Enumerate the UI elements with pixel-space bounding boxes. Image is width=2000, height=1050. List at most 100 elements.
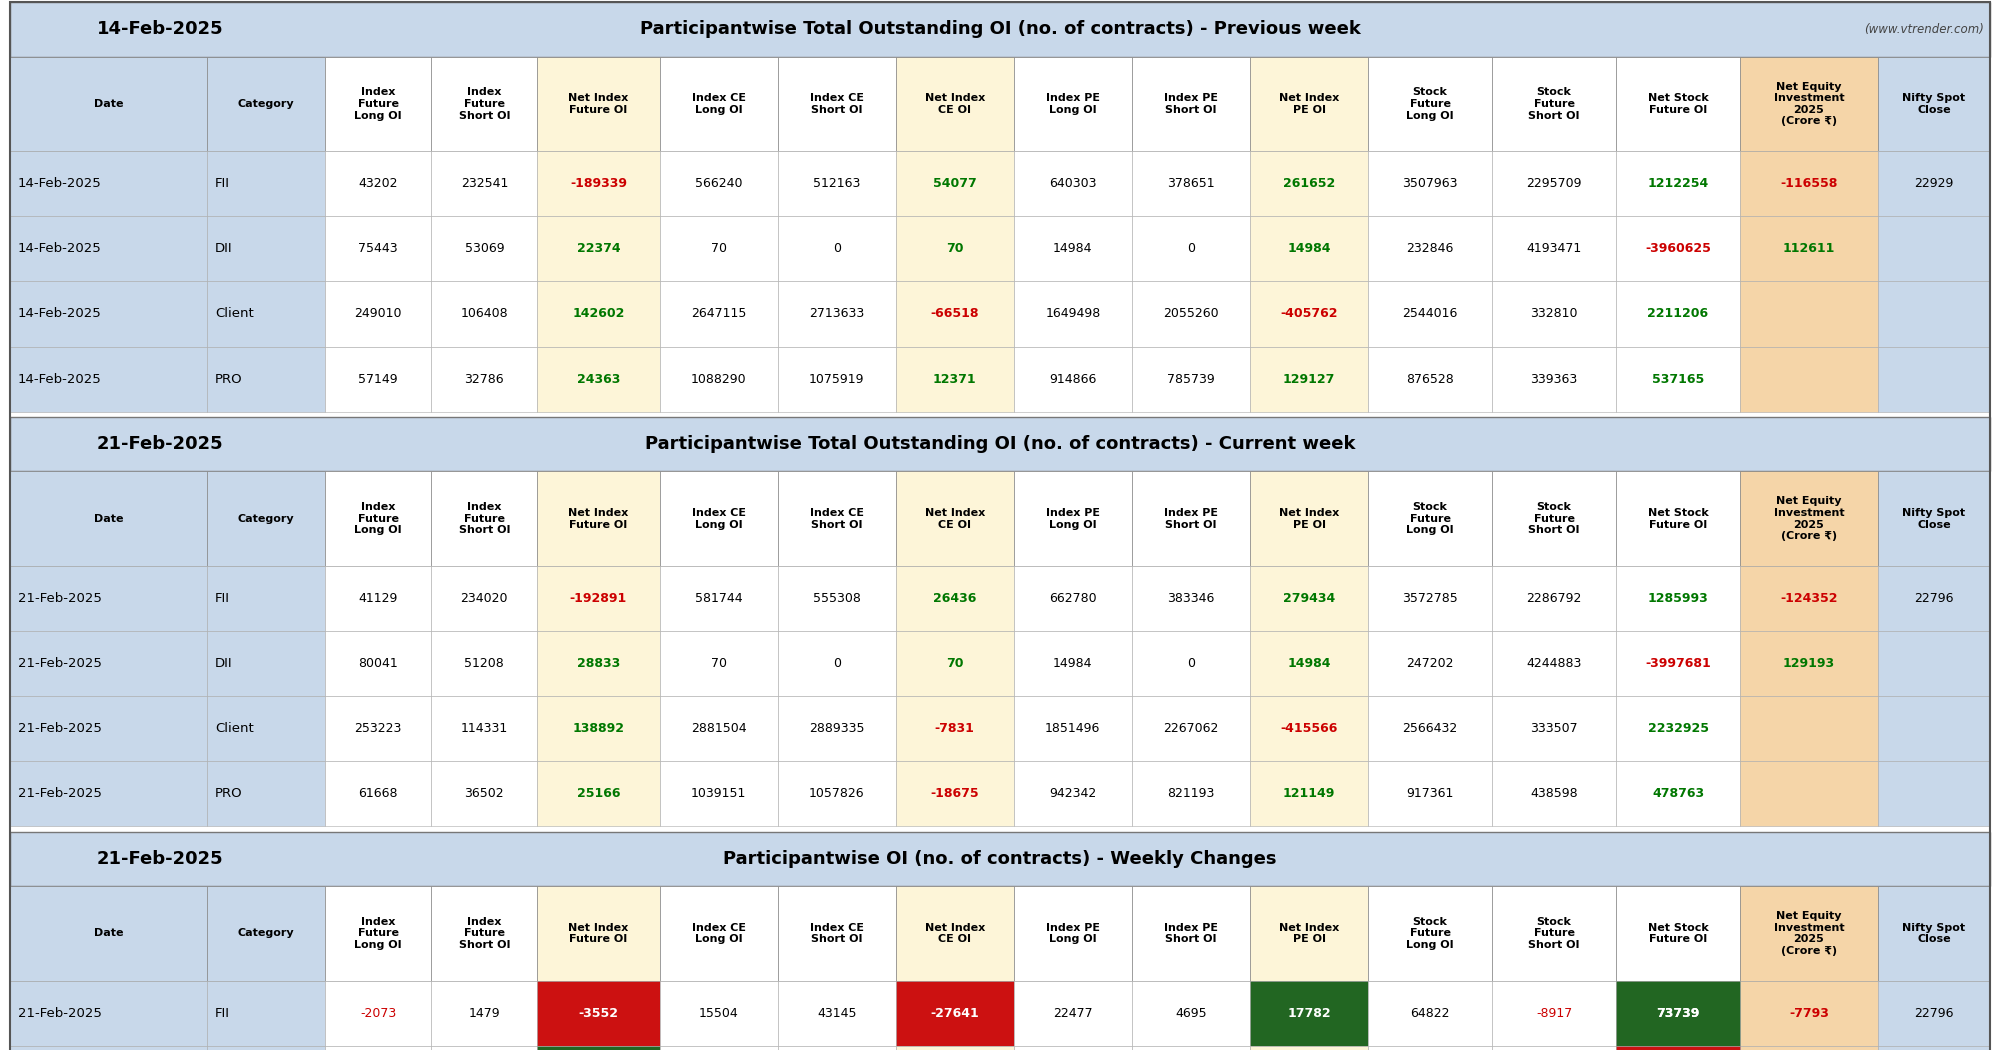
Bar bbox=[1492, 761, 1616, 826]
Bar bbox=[432, 216, 538, 281]
Text: 22374: 22374 bbox=[576, 243, 620, 255]
Bar bbox=[432, 696, 538, 761]
Text: 2566432: 2566432 bbox=[1402, 722, 1458, 735]
Text: (www.vtrender.com): (www.vtrender.com) bbox=[1864, 23, 1984, 36]
Text: 53069: 53069 bbox=[464, 243, 504, 255]
Bar bbox=[1616, 281, 1740, 346]
Text: 914866: 914866 bbox=[1050, 373, 1096, 385]
Text: Net Index
Future OI: Net Index Future OI bbox=[568, 923, 628, 944]
Bar bbox=[1492, 696, 1616, 761]
Text: 0: 0 bbox=[832, 657, 840, 670]
Bar bbox=[896, 886, 1014, 981]
Text: 1649498: 1649498 bbox=[1046, 308, 1100, 320]
Text: 61668: 61668 bbox=[358, 788, 398, 800]
Bar bbox=[324, 631, 432, 696]
Bar bbox=[1878, 151, 1990, 216]
Bar bbox=[1616, 981, 1740, 1046]
Bar bbox=[10, 216, 206, 281]
Bar bbox=[1250, 696, 1368, 761]
Bar bbox=[778, 216, 896, 281]
Text: Net Equity
Investment
2025
(Crore ₹): Net Equity Investment 2025 (Crore ₹) bbox=[1774, 497, 1844, 541]
Bar bbox=[778, 981, 896, 1046]
Text: 12371: 12371 bbox=[932, 373, 976, 385]
Text: Stock
Future
Long OI: Stock Future Long OI bbox=[1406, 87, 1454, 121]
Bar bbox=[1250, 886, 1368, 981]
Bar bbox=[1368, 1046, 1492, 1050]
Bar bbox=[660, 761, 778, 826]
Text: 106408: 106408 bbox=[460, 308, 508, 320]
Bar bbox=[1492, 566, 1616, 631]
Text: 4193471: 4193471 bbox=[1526, 243, 1582, 255]
Text: Index
Future
Short OI: Index Future Short OI bbox=[458, 917, 510, 950]
Text: 785739: 785739 bbox=[1168, 373, 1214, 385]
Bar bbox=[660, 216, 778, 281]
Bar bbox=[1014, 981, 1132, 1046]
Text: -124352: -124352 bbox=[1780, 592, 1838, 605]
Bar bbox=[1132, 1046, 1250, 1050]
Bar bbox=[206, 696, 324, 761]
Text: 21-Feb-2025: 21-Feb-2025 bbox=[18, 1007, 102, 1020]
Bar bbox=[1740, 981, 1878, 1046]
Text: 73739: 73739 bbox=[1656, 1007, 1700, 1020]
Bar bbox=[1740, 566, 1878, 631]
Bar bbox=[896, 566, 1014, 631]
Bar bbox=[1250, 281, 1368, 346]
Bar bbox=[1014, 281, 1132, 346]
Text: 73739: 73739 bbox=[1656, 1007, 1700, 1020]
Text: Index PE
Long OI: Index PE Long OI bbox=[1046, 508, 1100, 529]
Text: FII: FII bbox=[214, 177, 230, 190]
Text: 478763: 478763 bbox=[1652, 788, 1704, 800]
Text: Stock
Future
Short OI: Stock Future Short OI bbox=[1528, 87, 1580, 121]
Bar bbox=[1492, 216, 1616, 281]
Bar bbox=[324, 216, 432, 281]
Bar bbox=[778, 151, 896, 216]
Bar bbox=[896, 1046, 1014, 1050]
Bar bbox=[10, 57, 206, 151]
Bar bbox=[10, 2, 1990, 57]
Text: Index
Future
Short OI: Index Future Short OI bbox=[458, 87, 510, 121]
Text: 332810: 332810 bbox=[1530, 308, 1578, 320]
Text: Index PE
Long OI: Index PE Long OI bbox=[1046, 923, 1100, 944]
Bar bbox=[1368, 696, 1492, 761]
Text: 261652: 261652 bbox=[1282, 177, 1336, 190]
Text: Index PE
Long OI: Index PE Long OI bbox=[1046, 93, 1100, 114]
Text: 0: 0 bbox=[1186, 657, 1194, 670]
Bar bbox=[660, 1046, 778, 1050]
Text: 232846: 232846 bbox=[1406, 243, 1454, 255]
Text: 22796: 22796 bbox=[1914, 592, 1954, 605]
Text: -192891: -192891 bbox=[570, 592, 628, 605]
Bar bbox=[10, 886, 206, 981]
Bar bbox=[778, 346, 896, 412]
Text: 1057826: 1057826 bbox=[808, 788, 864, 800]
Text: 234020: 234020 bbox=[460, 592, 508, 605]
Text: 0: 0 bbox=[1186, 243, 1194, 255]
Text: -18675: -18675 bbox=[930, 788, 980, 800]
Bar bbox=[1368, 981, 1492, 1046]
Bar bbox=[1368, 281, 1492, 346]
Bar bbox=[538, 886, 660, 981]
Text: Index PE
Short OI: Index PE Short OI bbox=[1164, 508, 1218, 529]
Bar bbox=[778, 631, 896, 696]
Text: PRO: PRO bbox=[214, 373, 242, 385]
Bar bbox=[660, 281, 778, 346]
Bar bbox=[1014, 57, 1132, 151]
Text: 14-Feb-2025: 14-Feb-2025 bbox=[96, 20, 224, 39]
Text: 17782: 17782 bbox=[1288, 1007, 1330, 1020]
Text: -405762: -405762 bbox=[1280, 308, 1338, 320]
Bar bbox=[324, 281, 432, 346]
Text: Stock
Future
Short OI: Stock Future Short OI bbox=[1528, 502, 1580, 536]
Text: 112611: 112611 bbox=[1782, 243, 1836, 255]
Bar bbox=[538, 471, 660, 566]
Text: -3997681: -3997681 bbox=[1646, 657, 1710, 670]
Text: DII: DII bbox=[214, 657, 232, 670]
Bar bbox=[10, 417, 1990, 471]
Text: 537165: 537165 bbox=[1652, 373, 1704, 385]
Bar bbox=[1250, 151, 1368, 216]
Bar bbox=[896, 981, 1014, 1046]
Bar bbox=[1492, 631, 1616, 696]
Bar bbox=[1616, 631, 1740, 696]
Text: 70: 70 bbox=[710, 243, 726, 255]
Bar bbox=[1368, 886, 1492, 981]
Text: Category: Category bbox=[238, 99, 294, 109]
Text: 43145: 43145 bbox=[816, 1007, 856, 1020]
